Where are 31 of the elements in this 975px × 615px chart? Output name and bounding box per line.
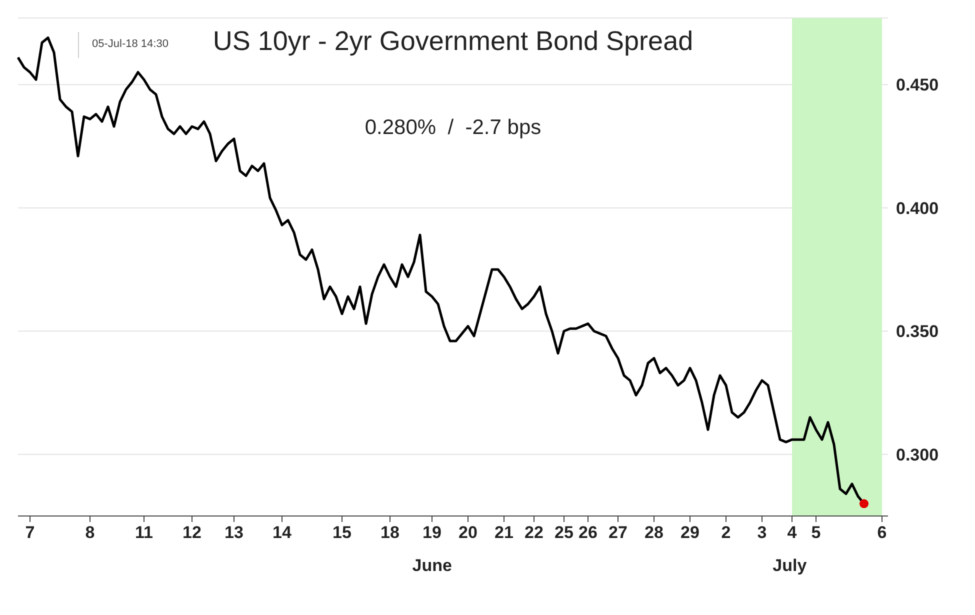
x-tick-label: 6 (877, 523, 887, 542)
y-tick-label: 0.300 (896, 445, 939, 464)
annotation: 05-Jul-18 14:30 (91, 38, 168, 50)
x-tick-label: 22 (524, 523, 544, 542)
x-tick-label: 11 (135, 523, 153, 542)
x-tick-label: 13 (224, 523, 244, 542)
x-tick-label: 25 (554, 523, 574, 542)
x-tick-label: 20 (458, 523, 478, 542)
y-tick-label: 0.450 (896, 76, 939, 95)
x-tick-label: 14 (272, 523, 292, 542)
text: 0.280% / -2.7 bps (364, 116, 542, 140)
x-tick-label: 26 (578, 523, 598, 542)
x-tick-label: 15 (332, 523, 352, 542)
x-tick-label: 28 (644, 523, 664, 542)
x-tick-label: 12 (182, 523, 202, 542)
text: June (411, 556, 453, 576)
x-tick-label: 8 (85, 523, 95, 542)
chart-title: US 10yr - 2yr Government Bond Spread (212, 26, 694, 56)
x-tick-label: 18 (380, 523, 400, 542)
x-tick-label: 3 (757, 523, 767, 542)
x-tick-label: 21 (494, 523, 514, 542)
x-tick-label: 2 (721, 523, 731, 542)
x-tick-label: 4 (787, 523, 798, 542)
y-tick-label: 0.350 (896, 322, 939, 342)
x-tick-label: 29 (680, 523, 700, 542)
x-tick-label: 7 (25, 523, 35, 542)
y-tick-label: 0.400 (896, 198, 939, 218)
x-tick-label: 5 (811, 523, 821, 542)
x-tick-label: 27 (608, 523, 628, 542)
x-tick-label: 19 (422, 523, 442, 542)
text: July (772, 556, 808, 576)
